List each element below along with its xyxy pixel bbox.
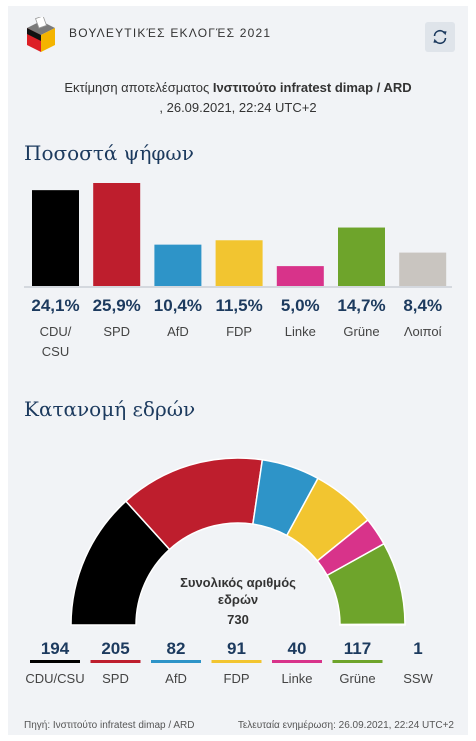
votes-section-title: Ποσοστά ψήφων	[24, 141, 194, 165]
vote-pct-cdu-csu: 24,1%	[31, 296, 79, 315]
vote-pct-gr-ne: 14,7%	[337, 296, 385, 315]
vote-bar-cdu-csu	[32, 190, 79, 286]
vote-pct-spd: 25,9%	[93, 296, 141, 315]
vote-party-linke: Linke	[285, 324, 316, 339]
vote-pct-linke: 5,0%	[281, 296, 320, 315]
seat-legend-swatch-fdp	[211, 660, 262, 663]
header: ΒΟΥΛΕΥΤΙΚΈΣ ΕΚΛΟΓΈΣ 2021	[8, 6, 468, 62]
result-estimate-note: Εκτίμηση αποτελέσματος Ινστιτούτο infrat…	[8, 78, 468, 118]
seat-count-cdu-csu: 194	[41, 639, 70, 658]
seat-legend-swatch-linke	[272, 660, 322, 663]
estimate-datetime: , 26.09.2021, 22:24 UTC+2	[159, 100, 317, 115]
footer-source: Πηγή: Ινστιτούτο infratest dimap / ARD	[24, 720, 195, 731]
vote-party-cdu-csu: CDU/CSU	[40, 324, 72, 359]
vote-bar-afd	[154, 244, 202, 286]
seat-count-gr-ne: 117	[344, 639, 371, 658]
vote-party-gr-ne: Grüne	[343, 324, 379, 339]
seat-party-spd: SPD	[102, 671, 129, 686]
institute-name: Ινστιτούτο infratest dimap / ARD	[212, 80, 412, 95]
vote-party-other: Λοιποί	[404, 324, 442, 339]
election-widget: ΒΟΥΛΕΥΤΙΚΈΣ ΕΚΛΟΓΈΣ 2021 Εκτίμηση αποτελ…	[8, 6, 468, 735]
vote-bar-spd	[93, 183, 141, 286]
seat-party-fdp: FDP	[224, 671, 250, 686]
seat-party-afd: AfD	[165, 671, 187, 686]
seat-count-fdp: 91	[227, 639, 246, 658]
refresh-icon	[433, 29, 447, 45]
seat-legend-swatch-afd	[151, 660, 201, 663]
seat-distribution-chart: Συνολικός αριθμός εδρών 730 194 CDU/CSU 205 SP…	[25, 457, 434, 686]
seat-count-spd: 205	[101, 639, 129, 658]
party-label-line: CSU	[42, 344, 69, 359]
seat-count-linke: 40	[288, 639, 307, 658]
total-seats-label-line: εδρών	[218, 592, 258, 607]
estimate-prefix: Εκτίμηση αποτελέσματος	[64, 80, 213, 95]
seat-segment-ssw	[339, 623, 406, 626]
vote-bar-gr-ne	[338, 227, 385, 286]
seat-count-ssw: 1	[413, 639, 422, 658]
vote-pct-afd: 10,4%	[154, 296, 202, 315]
seat-legend-swatch-spd	[90, 660, 141, 663]
seat-count-afd: 82	[167, 639, 186, 658]
seats-section-title: Κατανομή εδρών	[24, 397, 196, 421]
total-seats-value: 730	[227, 612, 249, 627]
total-seats-label: Συνολικός αριθμός εδρών	[180, 575, 296, 607]
party-label-line: CDU/	[40, 324, 72, 339]
refresh-button[interactable]	[425, 22, 455, 52]
vote-party-spd: SPD	[103, 324, 130, 339]
vote-bar-fdp	[215, 240, 263, 286]
ballot-box-icon	[27, 17, 55, 52]
seat-party-linke: Linke	[281, 671, 312, 686]
seat-legend-swatch-cdu-csu	[30, 660, 80, 663]
vote-share-bar-chart: 24,1% 25,9% 10,4% 11,5% 5,0% 14,7% 8,4% CDU/CSU…	[24, 183, 452, 359]
vote-party-fdp: FDP	[226, 324, 252, 339]
vote-bar-linke	[276, 266, 324, 286]
seat-party-gr-ne: Grüne	[339, 671, 375, 686]
vote-party-afd: AfD	[167, 324, 189, 339]
seat-party-ssw: SSW	[403, 671, 433, 686]
vote-bar-other	[399, 252, 447, 286]
vote-pct-other: 8,4%	[403, 296, 442, 315]
seat-party-cdu-csu: CDU/CSU	[25, 671, 84, 686]
total-seats-label-line: Συνολικός αριθμός	[180, 575, 296, 590]
app-title: ΒΟΥΛΕΥΤΙΚΈΣ ΕΚΛΟΓΈΣ 2021	[69, 26, 272, 40]
vote-pct-fdp: 11,5%	[215, 296, 262, 315]
footer-last-updated: Τελευταία ενημέρωση: 26.09.2021, 22:24 U…	[237, 720, 454, 731]
seat-legend-swatch-gr-ne	[332, 660, 383, 663]
